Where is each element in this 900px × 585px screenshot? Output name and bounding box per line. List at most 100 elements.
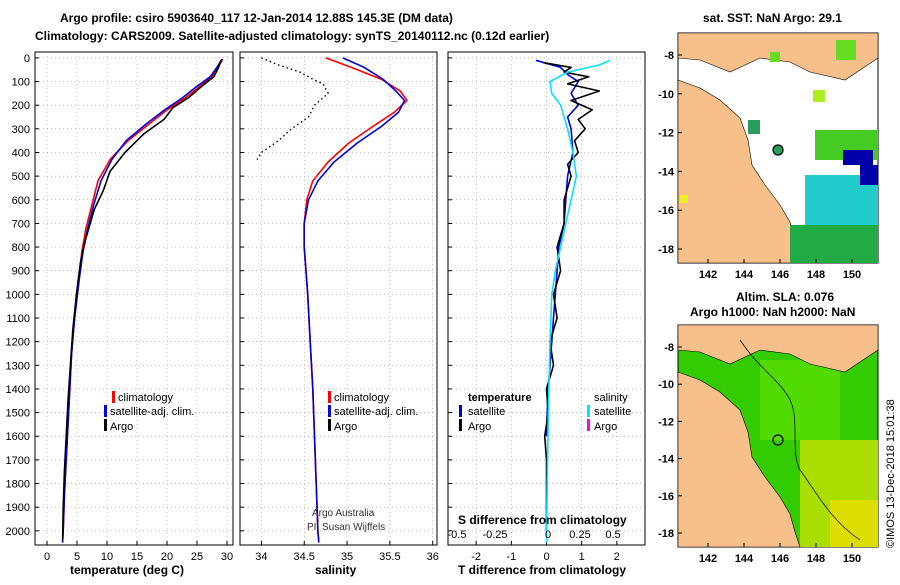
x-tick-label: -2 xyxy=(471,551,481,563)
map-x-tick-label: 146 xyxy=(771,269,789,281)
map-y-tick-label: -8 xyxy=(664,342,674,354)
x-tick-label: 34.5 xyxy=(294,551,315,563)
sla-map-isobath xyxy=(739,339,861,541)
sst-map-cell xyxy=(748,120,760,134)
map-y-tick-label: -14 xyxy=(658,166,675,178)
depth-tick-label: 400 xyxy=(12,147,30,159)
x-tick-label: 0 xyxy=(44,551,50,563)
credit-line1: Argo Australia xyxy=(312,508,375,519)
series-line-argo xyxy=(61,60,222,541)
series-line-satellite-adj-clim- xyxy=(61,58,223,543)
plot-frame xyxy=(239,51,438,546)
depth-tick-label: 1100 xyxy=(6,313,30,325)
series-line-argo xyxy=(256,57,329,160)
legend-swatch-climatology xyxy=(112,391,115,403)
sst-map-cell xyxy=(813,90,825,102)
depth-tick-label: 100 xyxy=(12,77,30,89)
sst-map-axes: 142 144 146 148 150 -8 -10 -12 -14 -16 -18 xyxy=(658,50,861,281)
temperature-xlabel: temperature (deg C) xyxy=(70,563,184,577)
legend-label-temp-argo: Argo xyxy=(468,421,491,433)
difference-legend: temperature satellite Argo salinity sate… xyxy=(459,392,631,433)
sla-map-axes: 142 144 146 148 150 -8 -10 -12 -14 -16 -18 xyxy=(658,342,861,565)
depth-tick-label: 1300 xyxy=(6,360,30,372)
difference-panel: -2 -1 0 1 2 xyxy=(447,51,646,563)
legend-label-climatology: climatology xyxy=(334,392,390,404)
argo-location-marker xyxy=(772,144,784,156)
legend-swatch-argo xyxy=(104,419,107,431)
map-x-tick-label: 148 xyxy=(807,553,825,565)
x-tick-label: 5 xyxy=(74,551,80,563)
depth-tick-label: 1800 xyxy=(6,479,30,491)
map-y-tick-label: -18 xyxy=(658,528,674,540)
sst-map xyxy=(677,32,879,264)
map-y-tick-label: -18 xyxy=(658,244,674,256)
sla-map xyxy=(677,324,879,548)
depth-tick-label: 1700 xyxy=(6,455,30,467)
salinity-xlabel: salinity xyxy=(315,563,357,577)
sst-map-title: sat. SST: NaN Argo: 29.1 xyxy=(703,11,842,25)
sla-map-land-cape-york xyxy=(677,371,801,548)
figure-title-line1: Argo profile: csiro 5903640_117 12-Jan-2… xyxy=(60,11,453,25)
depth-tick-label: 700 xyxy=(12,218,30,230)
figure-title-line2: Climatology: CARS2009. Satellite-adjuste… xyxy=(35,29,549,43)
legend-title-temperature: temperature xyxy=(468,392,532,404)
temperature-panel: 0 5 10 15 20 25 30 xyxy=(34,51,234,563)
x-tick-label: -1 xyxy=(506,551,516,563)
depth-tick-label: 1900 xyxy=(6,502,30,514)
sst-map-cell xyxy=(770,52,780,62)
map-x-tick-label: 142 xyxy=(699,269,717,281)
legend-swatch-temp-argo xyxy=(459,419,462,431)
legend-swatch-argo xyxy=(328,419,331,431)
sla-map-title-line1: Altim. SLA: 0.076 xyxy=(736,290,834,304)
map-x-tick-label: 148 xyxy=(807,269,825,281)
sst-map-cell xyxy=(680,195,688,203)
map-y-tick-label: -12 xyxy=(658,416,674,428)
s-difference-ticks: -0.5 -0.25 0 0.25 0.5 xyxy=(448,529,621,541)
depth-tick-label: 1000 xyxy=(6,289,30,301)
map-x-tick-label: 150 xyxy=(843,269,861,281)
sst-map-cell xyxy=(836,40,856,60)
map-y-tick-label: -16 xyxy=(658,491,674,503)
legend-label-satellite: satellite-adj. clim. xyxy=(334,406,418,418)
depth-tick-label: 800 xyxy=(12,242,30,254)
depth-tick-label: 2000 xyxy=(6,526,30,538)
s-difference-tick-label: 0.25 xyxy=(569,529,590,541)
x-tick-label: 20 xyxy=(161,551,173,563)
depth-axis: 0 100 200 300 400 500 600 700 800 900 1000 1100 1200… xyxy=(6,53,30,538)
map-x-tick-label: 144 xyxy=(735,269,754,281)
x-tick-label: 10 xyxy=(101,551,113,563)
legend-swatch-sal-argo xyxy=(587,419,590,431)
map-y-tick-label: -8 xyxy=(664,50,674,62)
series-line-satellite-adj-clim- xyxy=(303,57,406,543)
x-tick-label: 35 xyxy=(341,551,353,563)
depth-tick-label: 500 xyxy=(12,171,30,183)
depth-tick-label: 1400 xyxy=(6,384,30,396)
s-difference-tick-label: 0.5 xyxy=(605,529,620,541)
credit-line2: PI: Susan Wijffels xyxy=(307,522,385,533)
depth-tick-label: 1200 xyxy=(6,337,30,349)
sst-map-cell xyxy=(790,225,878,263)
x-tick-label: 34 xyxy=(255,551,267,563)
depth-tick-label: 0 xyxy=(24,53,30,65)
sla-map-patch xyxy=(830,500,878,547)
depth-tick-label: 1600 xyxy=(6,431,30,443)
s-difference-tick-label: -0.5 xyxy=(448,529,467,541)
x-tick-label: 25 xyxy=(191,551,203,563)
x-tick-label: 30 xyxy=(221,551,233,563)
legend-title-salinity: salinity xyxy=(594,392,628,404)
argo-location-marker xyxy=(772,434,784,446)
x-tick-label: 36 xyxy=(427,551,439,563)
legend-label-climatology: climatology xyxy=(118,392,174,404)
legend-swatch-satellite xyxy=(328,405,331,417)
depth-tick-label: 300 xyxy=(12,124,30,136)
map-x-tick-label: 144 xyxy=(735,553,754,565)
s-difference-tick-label: -0.25 xyxy=(482,529,507,541)
sla-map-patch xyxy=(760,360,840,440)
map-x-tick-label: 150 xyxy=(843,553,861,565)
x-tick-label: 2 xyxy=(614,551,620,563)
depth-tick-label: 600 xyxy=(12,195,30,207)
x-tick-label: 15 xyxy=(131,551,143,563)
s-difference-tick-label: 0 xyxy=(545,529,551,541)
x-tick-label: 35.5 xyxy=(379,551,400,563)
